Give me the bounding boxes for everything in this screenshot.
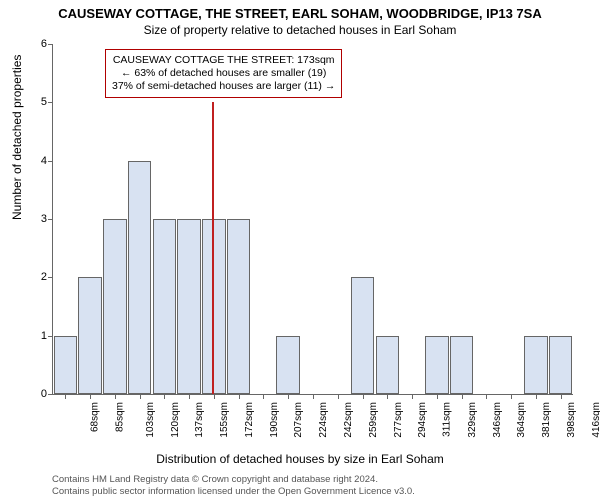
xtick-mark	[437, 394, 438, 399]
xtick-label: 120sqm	[170, 402, 181, 438]
xtick-label: 224sqm	[318, 402, 329, 438]
xtick-label: 85sqm	[115, 402, 126, 432]
chart-subtitle: Size of property relative to detached ho…	[0, 21, 600, 41]
annotation-line: CAUSEWAY COTTAGE THE STREET: 173sqm	[112, 54, 335, 67]
xtick-label: 311sqm	[441, 402, 452, 437]
xtick-label: 137sqm	[195, 402, 206, 438]
ytick-mark	[48, 394, 53, 395]
ytick-mark	[48, 277, 53, 278]
ytick-mark	[48, 102, 53, 103]
bar	[227, 219, 251, 394]
ytick-label: 4	[23, 155, 47, 167]
bar	[351, 277, 375, 394]
xtick-mark	[164, 394, 165, 399]
xtick-mark	[363, 394, 364, 399]
xtick-mark	[140, 394, 141, 399]
ytick-label: 3	[23, 213, 47, 225]
xtick-label: 416sqm	[591, 402, 600, 438]
xtick-label: 172sqm	[244, 402, 255, 438]
bar	[276, 336, 300, 394]
y-axis-label: Number of detached properties	[10, 55, 24, 220]
xtick-mark	[263, 394, 264, 399]
footer-line2: Contains public sector information licen…	[52, 486, 415, 497]
bar	[128, 161, 152, 394]
xtick-mark	[561, 394, 562, 399]
xtick-label: 346sqm	[492, 402, 503, 438]
xtick-mark	[338, 394, 339, 399]
bar	[103, 219, 127, 394]
bar	[78, 277, 102, 394]
footer-text: Contains HM Land Registry data © Crown c…	[52, 474, 415, 497]
xtick-label: 329sqm	[467, 402, 478, 438]
xtick-label: 364sqm	[516, 402, 527, 438]
bar	[376, 336, 400, 394]
xtick-label: 381sqm	[541, 402, 552, 438]
xtick-label: 259sqm	[368, 402, 379, 438]
ytick-mark	[48, 161, 53, 162]
bar	[549, 336, 573, 394]
bar	[425, 336, 449, 394]
bar	[177, 219, 201, 394]
bar	[153, 219, 177, 394]
annotation-box: CAUSEWAY COTTAGE THE STREET: 173sqm← 63%…	[105, 49, 342, 98]
annotation-line: ← 63% of detached houses are smaller (19…	[112, 67, 335, 80]
xtick-mark	[412, 394, 413, 399]
ytick-mark	[48, 336, 53, 337]
ytick-label: 1	[23, 330, 47, 342]
xtick-mark	[313, 394, 314, 399]
ytick-label: 0	[23, 388, 47, 400]
xtick-mark	[115, 394, 116, 399]
xtick-mark	[462, 394, 463, 399]
xtick-label: 277sqm	[393, 402, 404, 438]
xtick-label: 294sqm	[417, 402, 428, 438]
xtick-mark	[288, 394, 289, 399]
x-axis-label: Distribution of detached houses by size …	[0, 452, 600, 466]
xtick-mark	[189, 394, 190, 399]
ytick-mark	[48, 44, 53, 45]
xtick-label: 242sqm	[343, 402, 354, 438]
xtick-mark	[214, 394, 215, 399]
bar	[54, 336, 78, 394]
bar	[450, 336, 474, 394]
plot-area: 012345668sqm85sqm103sqm120sqm137sqm155sq…	[52, 44, 573, 395]
xtick-mark	[65, 394, 66, 399]
chart-container: CAUSEWAY COTTAGE, THE STREET, EARL SOHAM…	[0, 0, 600, 500]
xtick-mark	[239, 394, 240, 399]
xtick-mark	[486, 394, 487, 399]
annotation-line: 37% of semi-detached houses are larger (…	[112, 80, 335, 93]
xtick-label: 103sqm	[145, 402, 156, 438]
footer-line1: Contains HM Land Registry data © Crown c…	[52, 474, 415, 485]
bar	[202, 219, 226, 394]
xtick-label: 190sqm	[269, 402, 280, 438]
xtick-mark	[536, 394, 537, 399]
reference-line	[212, 102, 214, 394]
xtick-label: 398sqm	[566, 402, 577, 438]
xtick-label: 207sqm	[294, 402, 305, 438]
ytick-label: 5	[23, 96, 47, 108]
xtick-mark	[387, 394, 388, 399]
xtick-label: 155sqm	[219, 402, 230, 438]
bar	[524, 336, 548, 394]
xtick-mark	[511, 394, 512, 399]
ytick-mark	[48, 219, 53, 220]
ytick-label: 6	[23, 38, 47, 50]
xtick-mark	[90, 394, 91, 399]
ytick-label: 2	[23, 271, 47, 283]
xtick-label: 68sqm	[90, 402, 101, 432]
chart-title: CAUSEWAY COTTAGE, THE STREET, EARL SOHAM…	[0, 0, 600, 21]
